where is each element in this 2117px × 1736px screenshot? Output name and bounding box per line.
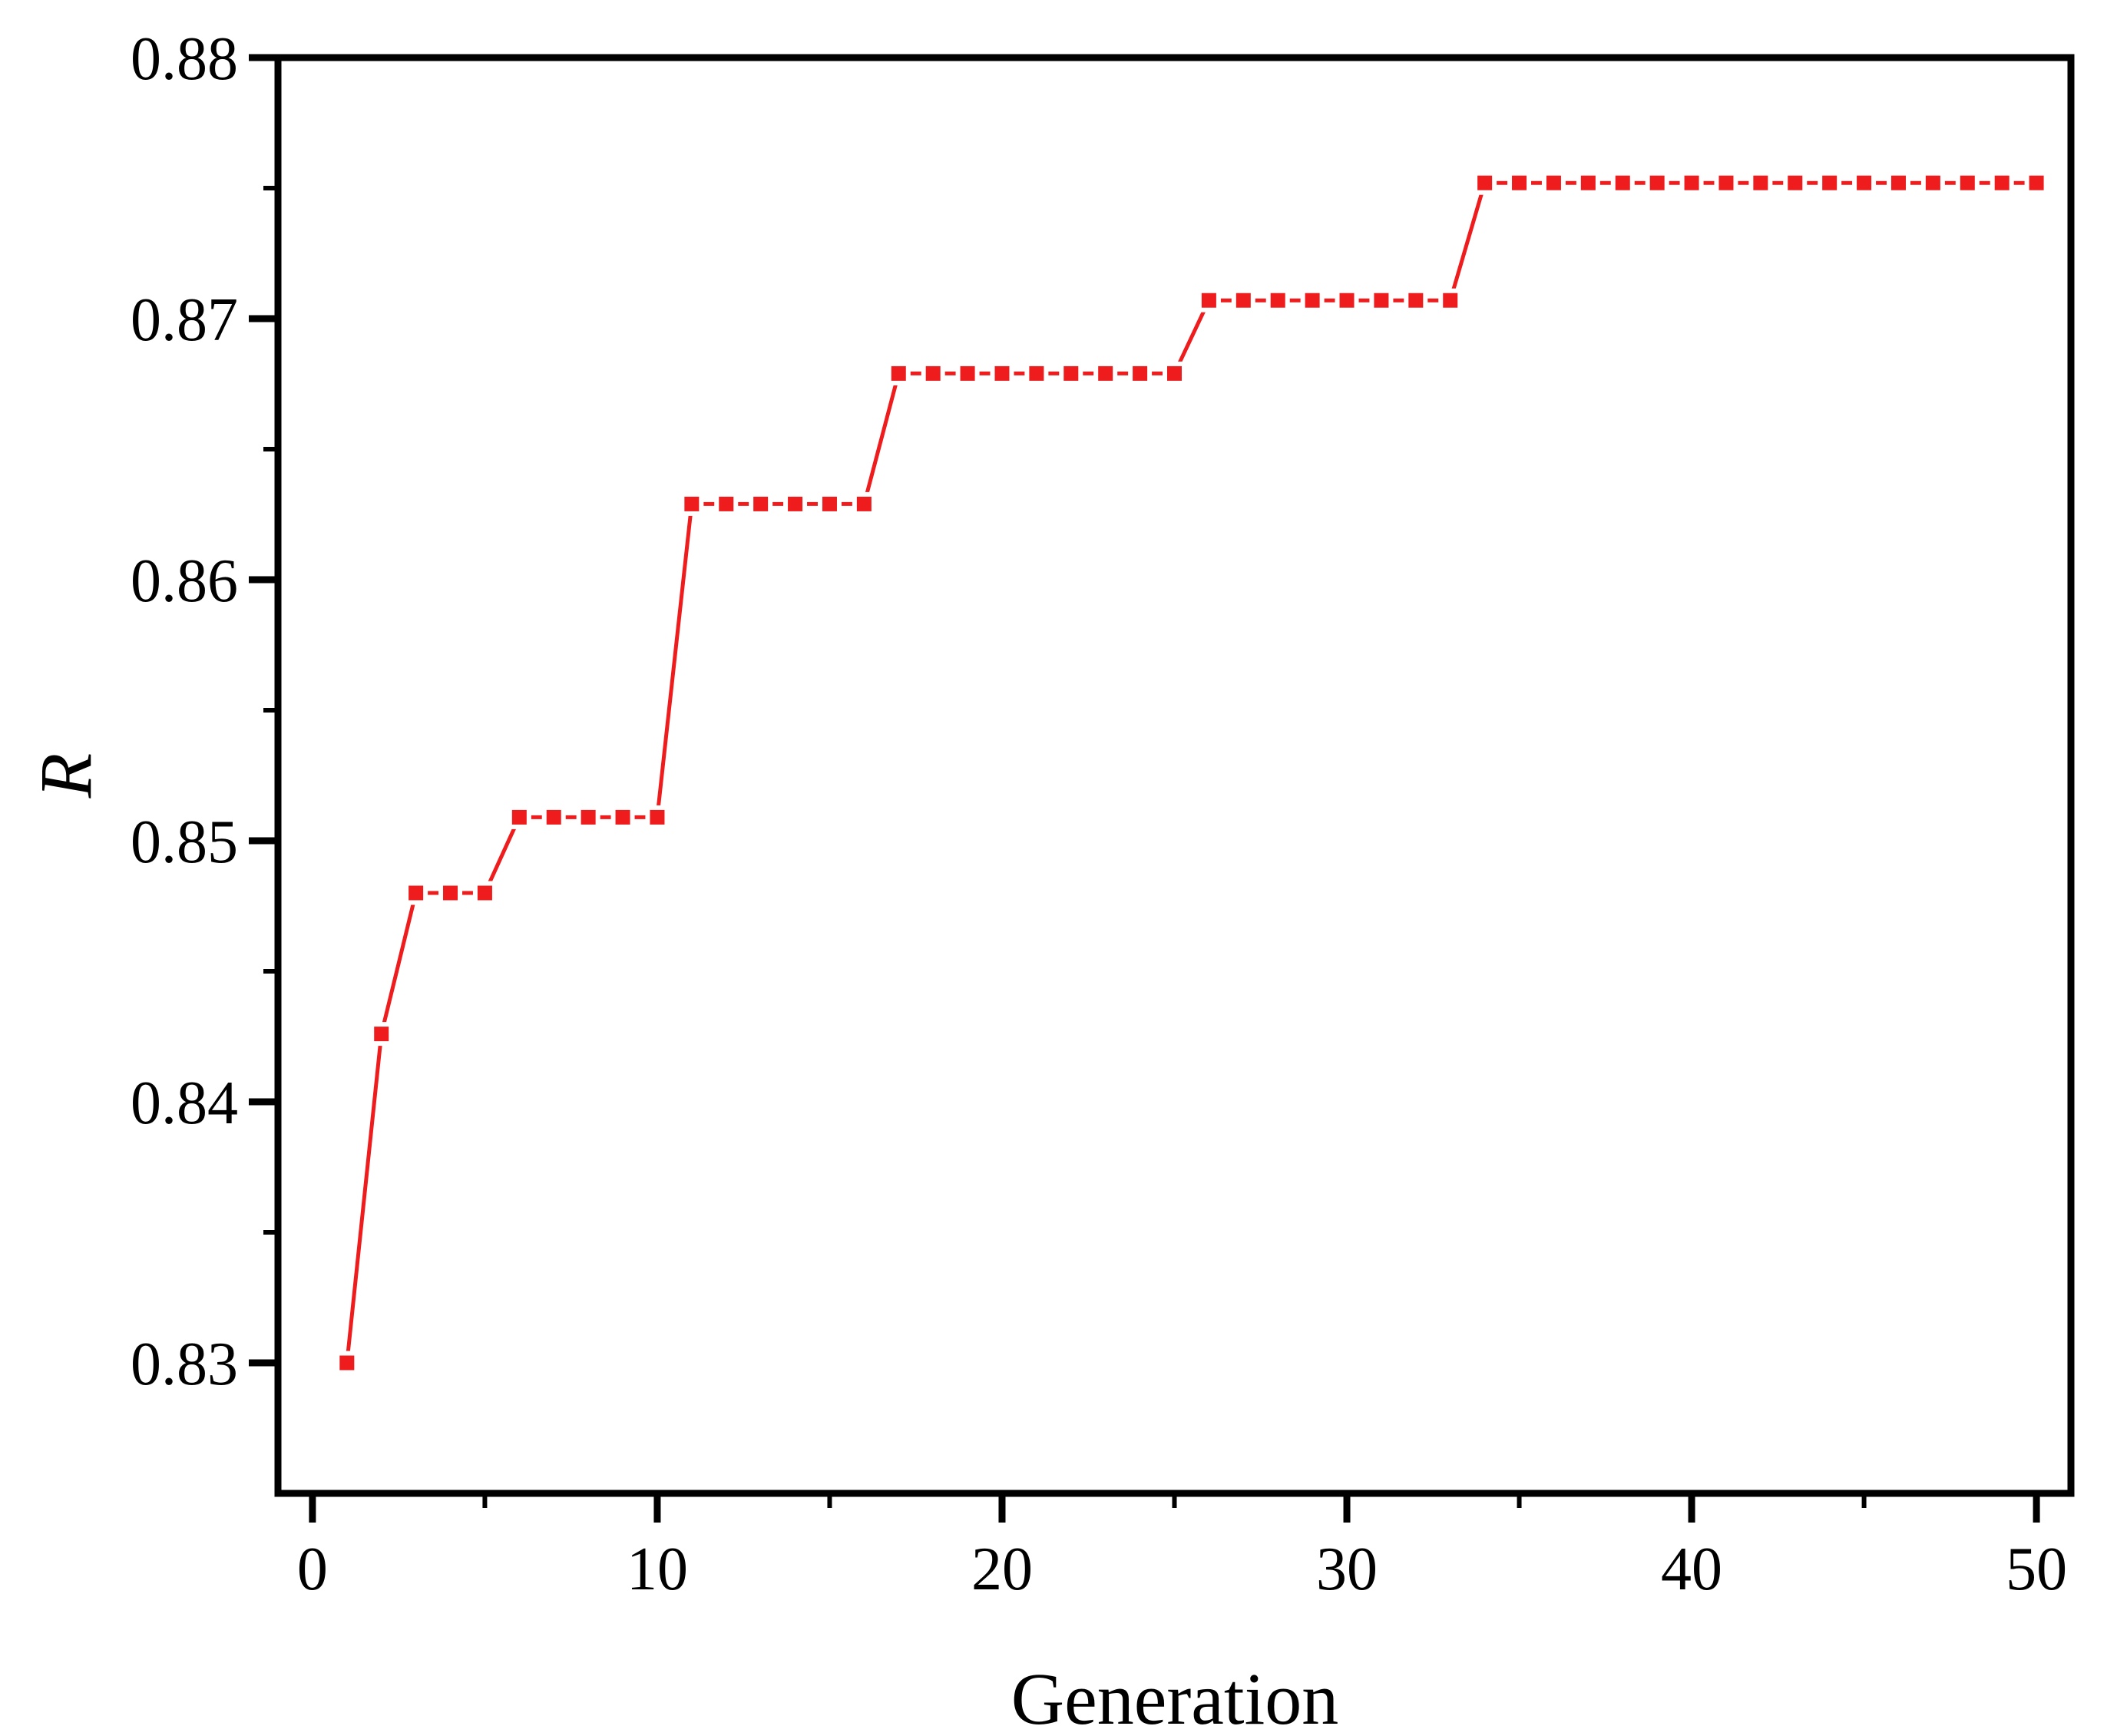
- data-point-marker: [1788, 175, 1803, 190]
- x-axis-title: Generation: [1011, 1658, 1338, 1732]
- data-point-marker: [1546, 175, 1561, 190]
- x-tick-label: 20: [971, 1536, 1033, 1603]
- data-point-marker: [374, 1027, 389, 1042]
- data-point-marker: [546, 809, 561, 825]
- axes-layer: 0.83 0.84 0.85 0.86 0.87 0.88 0 10 20 30 40 50: [131, 25, 2075, 1603]
- data-point-marker: [1305, 293, 1320, 308]
- data-point-marker: [1857, 175, 1872, 190]
- data-point-marker: [753, 496, 769, 511]
- data-point-marker: [1477, 175, 1493, 190]
- series-line: [345, 180, 2037, 1364]
- y-tick-label: 0.88: [131, 25, 238, 93]
- data-point-marker: [1374, 293, 1389, 308]
- data-point-marker: [856, 496, 872, 511]
- data-point-marker: [2029, 175, 2044, 190]
- data-point-marker: [1235, 293, 1251, 308]
- data-point-marker: [1822, 175, 1837, 190]
- x-tick-label: 50: [2006, 1536, 2067, 1603]
- x-tick-label: 40: [1661, 1536, 1722, 1603]
- y-tick-label: 0.86: [131, 547, 238, 615]
- data-point-marker: [1580, 175, 1596, 190]
- data-point-marker: [443, 885, 458, 901]
- data-point-marker: [581, 809, 596, 825]
- data-point-marker: [684, 496, 700, 511]
- data-point-marker: [1925, 175, 1940, 190]
- data-point-marker: [409, 885, 424, 901]
- data-point-marker: [1029, 365, 1044, 381]
- x-tick-label: 30: [1316, 1536, 1378, 1603]
- x-tick-label: 10: [627, 1536, 688, 1603]
- label-layer: Generation R: [25, 753, 1338, 1736]
- data-point-marker: [339, 1355, 355, 1371]
- data-point-marker: [1649, 175, 1665, 190]
- data-point-marker: [994, 365, 1010, 381]
- data-point-marker: [719, 496, 734, 511]
- data-point-marker: [1201, 293, 1216, 308]
- data-point-marker: [1890, 175, 1906, 190]
- data-point-marker: [1339, 293, 1355, 308]
- data-point-marker: [1133, 365, 1148, 381]
- data-series-layer: [335, 170, 2049, 1375]
- data-point-marker: [1098, 365, 1113, 381]
- y-tick-label: 0.83: [131, 1331, 238, 1398]
- data-point-marker: [650, 809, 665, 825]
- data-point-marker: [1167, 365, 1182, 381]
- data-point-marker: [1994, 175, 2009, 190]
- data-point-marker: [1063, 365, 1079, 381]
- y-axis-title: R: [25, 753, 107, 799]
- x-tick-label: 0: [297, 1536, 328, 1603]
- data-point-marker: [1753, 175, 1768, 190]
- data-point-marker: [1960, 175, 1975, 190]
- data-point-marker: [1615, 175, 1630, 190]
- data-point-marker: [511, 809, 527, 825]
- data-point-marker: [477, 885, 492, 901]
- y-tick-label: 0.87: [131, 286, 238, 354]
- data-point-marker: [960, 365, 975, 381]
- y-tick-label: 0.84: [131, 1070, 238, 1137]
- data-point-marker: [1684, 175, 1699, 190]
- data-point-marker: [788, 496, 803, 511]
- data-point-marker: [1443, 293, 1458, 308]
- data-point-marker: [1718, 175, 1734, 190]
- data-point-marker: [1270, 293, 1285, 308]
- data-point-marker: [891, 365, 906, 381]
- data-point-marker: [822, 496, 837, 511]
- y-tick-label: 0.85: [131, 808, 238, 876]
- data-point-marker: [1408, 293, 1424, 308]
- data-point-marker: [615, 809, 630, 825]
- data-point-marker: [1512, 175, 1527, 190]
- data-point-marker: [925, 365, 941, 381]
- plot-frame: [274, 54, 2075, 1497]
